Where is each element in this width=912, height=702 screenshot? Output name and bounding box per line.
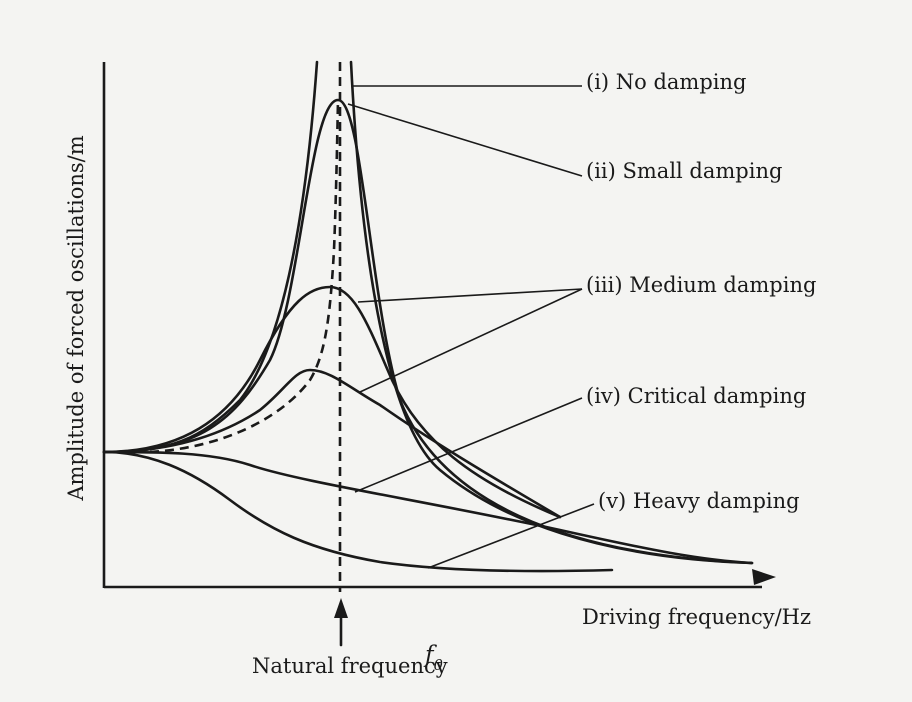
leader-medium-damping-b <box>359 288 583 393</box>
x-axis-arrowhead <box>752 569 776 585</box>
label-no-damping: (i) No damping <box>586 70 746 94</box>
label-critical-damping: (iv) Critical damping <box>586 384 806 408</box>
leader-medium-damping-a <box>357 288 583 303</box>
label-small-damping: (ii) Small damping <box>586 159 782 183</box>
leader-critical-damping <box>354 397 583 493</box>
peak-locus-dashed <box>149 99 340 454</box>
label-heavy-damping: (v) Heavy damping <box>598 489 800 513</box>
curve-no-damping <box>102 60 319 454</box>
curve-medium-damping <box>102 285 562 519</box>
natural-frequency-symbol: f0 <box>423 642 444 674</box>
leader-lines <box>347 85 595 569</box>
axes <box>102 62 776 589</box>
leader-small-damping <box>347 103 583 177</box>
natural-frequency-marker <box>334 62 348 647</box>
x-axis-label: Driving frequency/Hz <box>582 605 811 629</box>
natural-frequency-arrow-head <box>334 598 348 618</box>
curve-no-damping-right <box>349 60 754 565</box>
curve-labels: (i) No damping (ii) Small damping (iii) … <box>586 70 816 513</box>
natural-frequency-label: Natural frequency <box>252 654 448 678</box>
y-axis-label: Amplitude of forced oscillations/m <box>64 135 88 501</box>
label-medium-damping: (iii) Medium damping <box>586 273 816 297</box>
curve-critical-damping <box>102 450 754 565</box>
curve-heavy-damping <box>102 450 614 573</box>
leader-heavy-damping <box>427 503 595 569</box>
curve-small-damping <box>102 98 754 565</box>
